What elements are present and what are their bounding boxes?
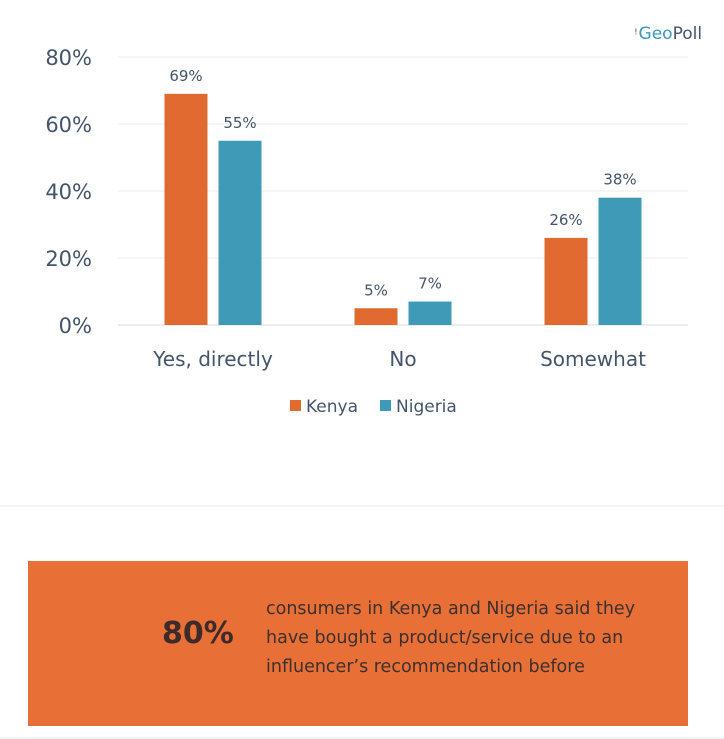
geopoll-logo: ꜝGeoPoll	[634, 24, 702, 44]
bar	[408, 301, 452, 325]
legend-label: Kenya	[306, 397, 358, 417]
data-label: 69%	[169, 67, 202, 85]
logo-text-rest: Poll	[672, 24, 703, 44]
bar	[354, 308, 398, 325]
bar	[544, 237, 588, 325]
y-tick-label: 80%	[45, 46, 92, 70]
bar	[598, 197, 642, 325]
stat-text: consumers in Kenya and Nigeria said they…	[266, 599, 636, 677]
stat-callout: 80% consumers in Kenya and Nigeria said …	[28, 561, 688, 726]
bar	[164, 93, 208, 325]
bar-chart: 0% 20% 40% 60% 80% 69% 55% Yes, directly 5% 7% No 2…	[45, 46, 688, 417]
data-label: 38%	[603, 171, 636, 189]
logo-text-g: Geo	[638, 24, 673, 44]
stat-number: 80%	[162, 616, 234, 651]
section-divider	[0, 505, 724, 507]
pin-icon: ꜝ	[634, 27, 638, 43]
bar	[218, 140, 262, 325]
data-label: 26%	[549, 211, 582, 229]
legend-label: Nigeria	[396, 397, 457, 417]
bottom-divider	[0, 737, 724, 739]
y-tick-label: 60%	[45, 113, 92, 137]
y-tick-label: 40%	[45, 180, 92, 204]
legend-swatch	[380, 400, 391, 411]
chart-panel: ꜝGeoPoll 0% 20% 40% 60% 80% 69% 55% Yes, direct…	[45, 24, 703, 417]
x-tick-label: No	[389, 347, 416, 371]
y-tick-label: 0%	[59, 314, 92, 338]
legend-swatch	[290, 400, 301, 411]
y-tick-label: 20%	[45, 247, 92, 271]
x-tick-label: Yes, directly	[152, 347, 273, 371]
data-label: 7%	[418, 275, 442, 293]
x-tick-label: Somewhat	[540, 347, 646, 371]
data-label: 55%	[223, 114, 256, 132]
data-label: 5%	[364, 281, 388, 299]
